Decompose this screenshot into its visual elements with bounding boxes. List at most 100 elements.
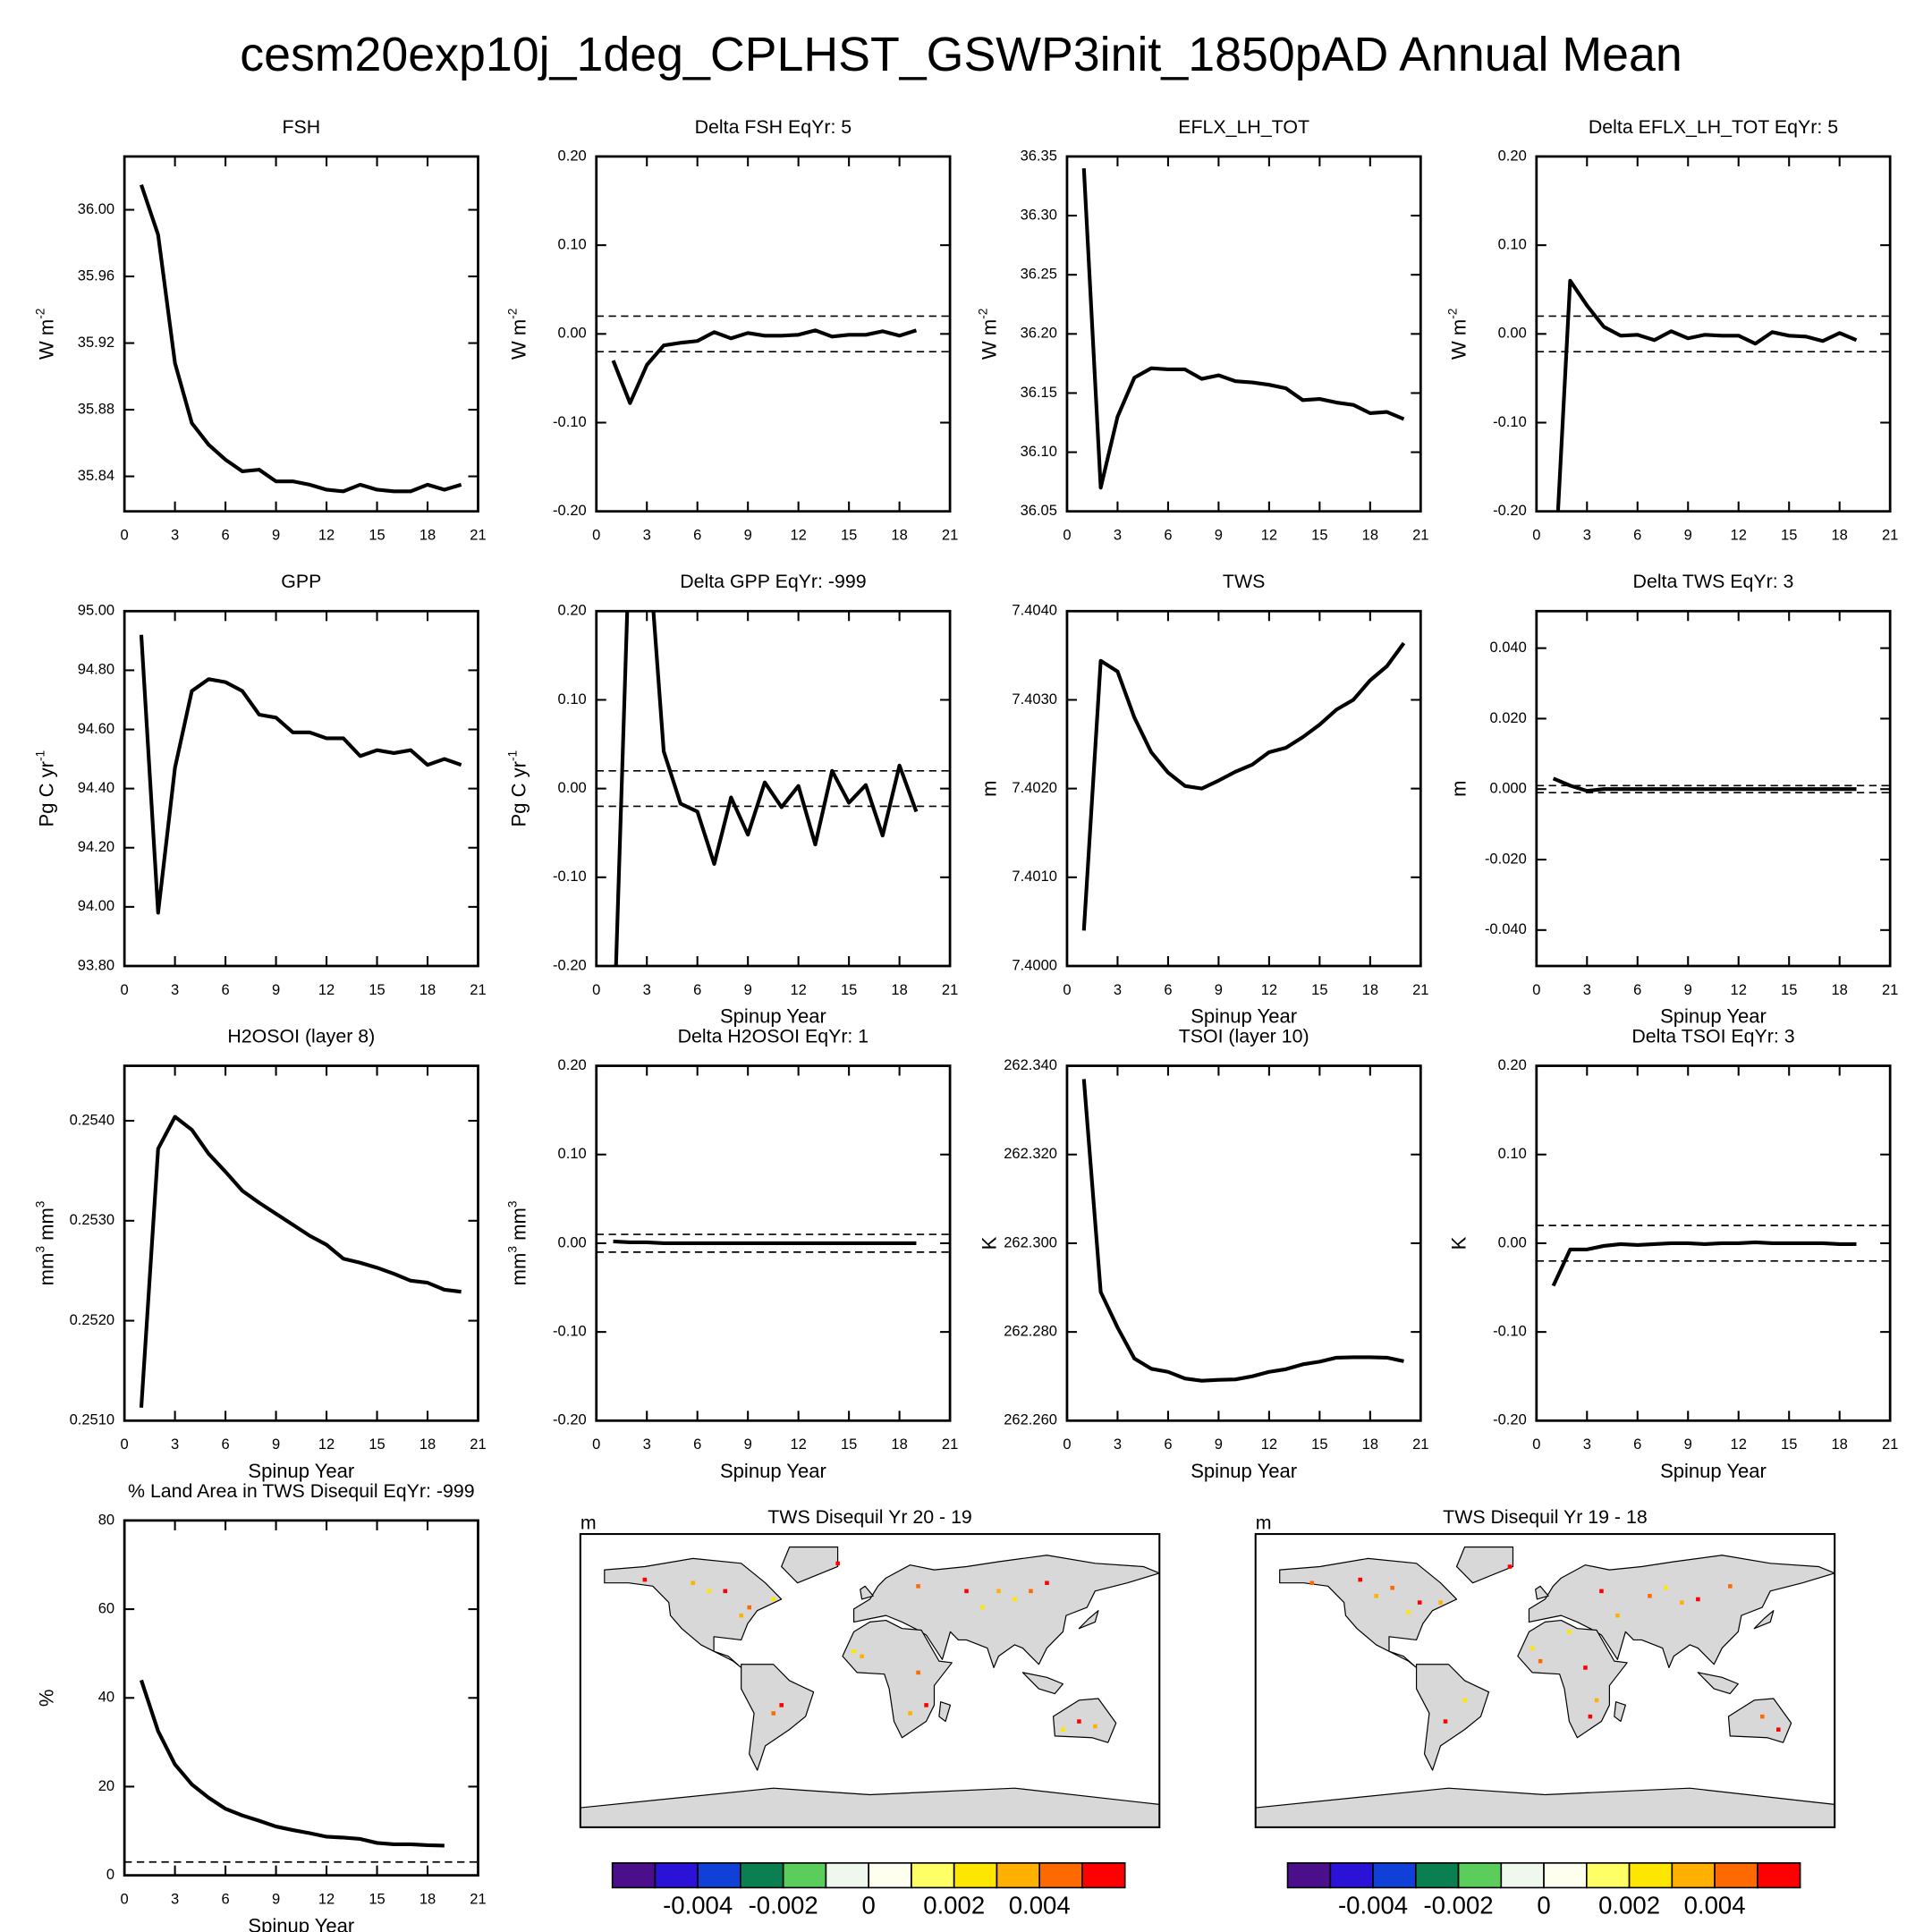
map-units: m xyxy=(1256,1513,1272,1534)
x-tick-label: 15 xyxy=(1781,527,1797,544)
map-cell xyxy=(1776,1727,1781,1732)
x-tick-label: 0 xyxy=(1532,527,1540,544)
x-tick-label: 6 xyxy=(693,981,701,998)
y-axis-label: W m-2 xyxy=(505,309,530,360)
plot-frame xyxy=(1535,609,1892,968)
y-tick-label: 0.20 xyxy=(1498,1056,1527,1073)
map-panel: TWS Disequil Yr 19 - 18 m -0.004 -0.002 0 0.0… xyxy=(1254,1506,1836,1919)
y-tick-label: -0.10 xyxy=(1493,413,1527,430)
x-tick-label: 3 xyxy=(643,981,651,998)
x-tick-label: 18 xyxy=(891,527,907,544)
y-label-sup: -2 xyxy=(34,309,47,319)
y-tick-label: 0.000 xyxy=(1489,780,1526,797)
data-line xyxy=(1081,641,1406,931)
map-cell xyxy=(1462,1698,1467,1703)
x-tick-label: 3 xyxy=(1583,981,1591,998)
map-cell xyxy=(1045,1580,1049,1586)
x-tick-label: 6 xyxy=(1633,981,1641,998)
map-cell xyxy=(1648,1594,1652,1598)
colorbar-box xyxy=(825,1862,869,1889)
map-cell xyxy=(852,1648,856,1654)
y-label-sup: -2 xyxy=(977,309,990,319)
map-cell xyxy=(916,1584,920,1589)
x-tick-label: 0 xyxy=(592,527,600,544)
x-tick-label: 15 xyxy=(369,981,385,998)
x-tick-label: 15 xyxy=(1311,981,1327,998)
x-tick-label: 9 xyxy=(744,527,752,544)
map-cell xyxy=(1530,1646,1535,1650)
colorbar-box xyxy=(1414,1862,1460,1889)
y-tick-label: 80 xyxy=(98,1511,114,1528)
panel-title: H2OSOI (layer 8) xyxy=(227,1026,375,1047)
x-tick-label: 3 xyxy=(171,527,179,544)
panel: EFLX_LH_TOT W m-2 0 3 6 9 12 15 18 21 36.05 36.10 36… xyxy=(977,116,1429,544)
x-tick-label: 0 xyxy=(1532,981,1540,998)
map-cell xyxy=(1443,1719,1448,1724)
y-tick-label: 94.00 xyxy=(78,897,114,914)
x-axis-label: Spinup Year xyxy=(720,1460,826,1482)
plot-frame xyxy=(1065,609,1422,968)
y-label-text: m xyxy=(978,780,1000,796)
map-cell xyxy=(980,1605,985,1610)
map-cell xyxy=(1583,1665,1588,1670)
x-tick-label: 9 xyxy=(272,527,280,544)
y-tick-label: 0.00 xyxy=(1498,1233,1527,1250)
x-tick-label: 0 xyxy=(121,981,129,998)
x-tick-label: 18 xyxy=(1362,1436,1378,1453)
y-tick-label: 60 xyxy=(98,1599,114,1616)
colorbar-label: 0.004 xyxy=(1009,1892,1071,1919)
plot-frame xyxy=(123,155,479,513)
x-tick-label: 12 xyxy=(318,527,335,544)
panel-title: EFLX_LH_TOT xyxy=(1178,116,1309,138)
x-tick-label: 6 xyxy=(693,527,701,544)
x-tick-label: 15 xyxy=(369,1891,385,1908)
colorbar-box xyxy=(1628,1862,1674,1889)
x-tick-label: 18 xyxy=(419,1891,436,1908)
y-label-text: mm xyxy=(36,1208,58,1246)
colorbar-box xyxy=(654,1862,699,1889)
y-tick-label: 0.020 xyxy=(1489,709,1526,726)
y-tick-label: 0.00 xyxy=(558,1233,587,1250)
y-tick-label: 0 xyxy=(106,1866,114,1883)
panel-title: Delta H2OSOI EqYr: 1 xyxy=(678,1026,869,1047)
panel: TSOI (layer 10) K Spinup Year 0 3 6 9 12 15 18 21 2… xyxy=(978,1026,1428,1482)
x-tick-label: 6 xyxy=(221,1436,229,1453)
data-line xyxy=(140,1679,445,1848)
map-cell xyxy=(916,1670,920,1675)
colorbar-box xyxy=(1714,1862,1758,1889)
y-tick-label: 20 xyxy=(98,1777,114,1794)
data-line xyxy=(1551,1240,1857,1287)
colorbar-box xyxy=(740,1862,784,1889)
y-tick-label: -0.040 xyxy=(1485,920,1527,937)
colorbar-label: -0.004 xyxy=(663,1892,733,1919)
y-tick-label: 262.320 xyxy=(1004,1145,1057,1162)
y-tick-label: 94.20 xyxy=(78,838,114,855)
colorbar-box xyxy=(611,1862,657,1889)
y-tick-label: 0.2510 xyxy=(70,1411,115,1428)
y-tick-label: 36.30 xyxy=(1021,206,1057,223)
x-tick-label: 18 xyxy=(1362,981,1378,998)
x-tick-label: 18 xyxy=(1831,527,1847,544)
x-tick-label: 3 xyxy=(171,1891,179,1908)
x-tick-label: 9 xyxy=(272,981,280,998)
y-tick-label: 36.15 xyxy=(1021,384,1057,401)
x-tick-label: 18 xyxy=(1831,1436,1847,1453)
map-cell xyxy=(771,1711,775,1716)
y-tick-label: 7.4040 xyxy=(1012,602,1057,619)
colorbar-label: 0.002 xyxy=(923,1892,985,1919)
panel: Delta TSOI EqYr: 3 K Spinup Year 0 3 6 9 12 15 18… xyxy=(1447,1026,1898,1482)
y-tick-label: 7.4020 xyxy=(1012,779,1057,796)
map-cell xyxy=(1417,1600,1422,1605)
y-tick-label: 0.00 xyxy=(1498,325,1527,342)
x-tick-label: 21 xyxy=(1412,1436,1428,1453)
colorbar-label: -0.002 xyxy=(1424,1892,1494,1919)
plot-frame xyxy=(595,155,952,513)
x-tick-label: 9 xyxy=(1684,981,1692,998)
map-cell xyxy=(908,1711,912,1716)
y-tick-label: 0.10 xyxy=(558,235,587,252)
map-cell xyxy=(1507,1564,1513,1569)
y-label-text: % xyxy=(36,1689,58,1707)
map-cell xyxy=(1615,1613,1620,1618)
map-cell xyxy=(779,1703,784,1707)
